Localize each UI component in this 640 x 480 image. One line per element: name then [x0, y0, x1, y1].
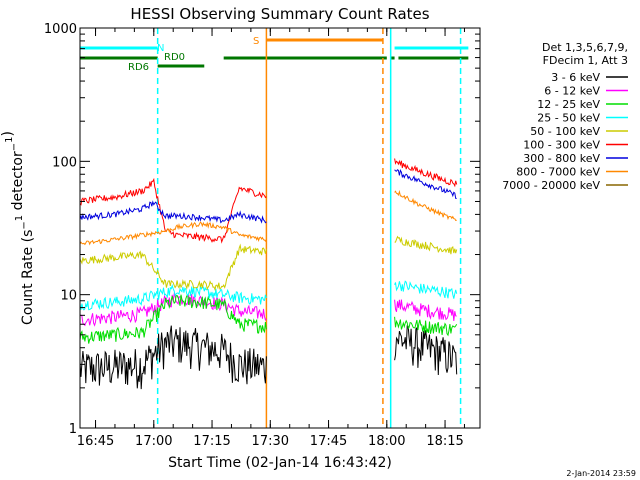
x-tick-label: 17:30 — [252, 434, 289, 449]
legend-entry-label: 100 - 300 keV — [523, 139, 600, 152]
series-line — [79, 221, 267, 246]
x-tick-label: 17:45 — [310, 434, 347, 449]
series-line — [79, 325, 267, 390]
chart-title: HESSI Observing Summary Count Rates — [130, 5, 429, 23]
x-tick-label: 18:00 — [368, 434, 405, 449]
legend-header: FDecim 1, Att 3 — [543, 54, 628, 67]
x-tick-label: 18:15 — [426, 434, 463, 449]
plot-frame — [79, 27, 481, 429]
vlines-layer — [156, 28, 462, 428]
series-line — [394, 158, 458, 188]
legend: Det 1,3,5,6,7,9,FDecim 1, Att 3 3 - 6 keV… — [502, 41, 628, 192]
series-line — [394, 325, 458, 376]
series-line — [79, 243, 267, 292]
y-tick-label: 1000 — [44, 22, 77, 37]
series-line — [394, 316, 458, 337]
legend-entry-label: 3 - 6 keV — [551, 71, 600, 84]
x-axis-label: Start Time (02-Jan-14 16:43:42) — [168, 455, 392, 471]
flag-annotation: RD0 — [164, 52, 185, 63]
axes-layer — [79, 27, 481, 429]
y-tick-label: 1 — [69, 422, 77, 437]
y-axis-label: Count Rate (s−1 detector−1) — [0, 131, 36, 325]
legend-entry-label: 7000 - 20000 keV — [502, 179, 600, 192]
series-line — [79, 200, 267, 224]
y-tick-label: 100 — [52, 155, 77, 170]
x-tick-label: 17:00 — [135, 434, 172, 449]
x-tick-label: 16:45 — [77, 434, 114, 449]
flag-annotation: S — [253, 36, 259, 47]
series-line — [79, 294, 267, 344]
legend-entry-label: 800 - 7000 keV — [516, 166, 600, 179]
legend-entry-label: 25 - 50 keV — [537, 112, 600, 125]
legend-entry-label: 12 - 25 keV — [537, 98, 600, 111]
series-line — [79, 283, 267, 311]
series-line — [394, 168, 457, 199]
flag-annotation: N — [157, 43, 164, 54]
x-tick-label: 17:15 — [193, 434, 230, 449]
legend-entry-label: 6 - 12 keV — [544, 85, 600, 98]
series-line — [394, 280, 458, 299]
series-line — [79, 177, 267, 244]
legend-entry-label: 50 - 100 keV — [530, 125, 600, 138]
y-tick-label: 10 — [60, 289, 77, 304]
ticks-layer: 16:45 17:00 17:15 17:30 17:45 18:00 18:15 1 10 10… — [44, 22, 480, 449]
series-line — [394, 299, 457, 322]
legend-header: Det 1,3,5,6,7,9, — [542, 41, 628, 54]
legend-entry-label: 300 - 800 keV — [523, 152, 600, 165]
flag-annotation: RD6 — [128, 62, 149, 73]
date-stamp: 2-Jan-2014 23:59 — [566, 469, 636, 478]
series-line — [394, 235, 458, 255]
series-line — [394, 189, 457, 221]
series-layer — [79, 158, 458, 390]
